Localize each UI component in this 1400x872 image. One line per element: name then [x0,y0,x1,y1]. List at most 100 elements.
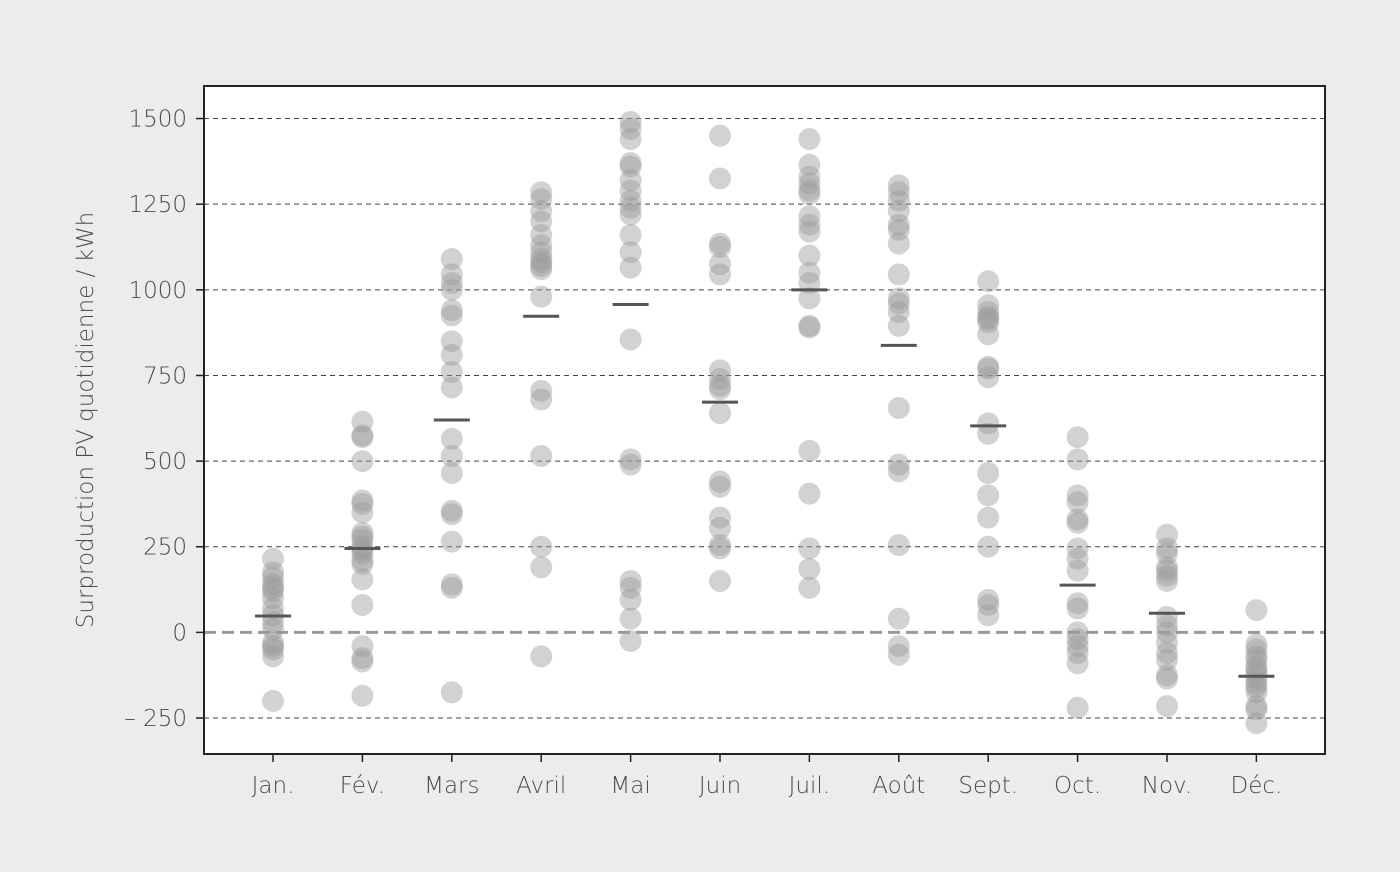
data-point [619,203,642,226]
data-point [1066,641,1089,664]
data-point [887,263,910,286]
data-point [619,328,642,351]
plot-area [204,86,1325,754]
data-points [262,110,1268,735]
data-point [351,489,374,512]
data-point [709,253,731,276]
data-point [440,271,463,294]
data-point [351,528,374,551]
data-point [351,552,374,575]
data-point [1066,559,1089,582]
data-point [619,169,642,192]
data-point [619,607,642,630]
data-point [1066,635,1089,658]
data-point [351,525,374,548]
data-point [887,607,910,630]
data-point [709,470,731,493]
y-tick-label: 1500 [128,107,187,133]
x-tick-label: Déc. [1230,773,1282,799]
data-point [1066,484,1089,507]
data-point [262,689,284,712]
data-point [798,213,821,236]
data-point [977,588,1000,611]
data-point [887,397,910,420]
data-point [1066,448,1089,471]
data-point [887,213,910,236]
data-point [798,482,821,505]
data-point [1156,667,1178,690]
data-point [619,117,642,140]
data-point [351,450,374,473]
data-point [709,374,731,397]
x-tick-label: Juin [699,773,741,799]
data-point [977,366,1000,389]
data-point [530,535,553,558]
data-point [977,306,1000,329]
y-tick-label: – 250 [124,706,187,732]
data-point [530,234,553,257]
data-point [1245,712,1268,735]
data-point [530,285,553,308]
data-point [798,261,821,284]
data-point [977,604,1000,627]
data-point [619,256,642,279]
data-point [351,650,374,673]
data-point [351,522,374,545]
data-point [619,453,642,476]
data-point [887,174,910,197]
data-point [1066,592,1089,615]
data-point [530,379,553,402]
data-point [440,573,463,596]
data-point [1245,655,1268,678]
data-point [262,580,284,603]
data-point [977,311,1000,334]
data-point [619,241,642,264]
data-point [351,501,374,524]
x-tick-label: Juil. [789,773,830,799]
data-point [619,570,642,593]
x-tick-label: Mai [610,773,650,799]
data-point [262,638,284,661]
data-point [1066,426,1089,449]
data-point [887,301,910,324]
data-point [977,357,1000,380]
data-point [440,304,463,327]
data-point [1156,605,1178,628]
data-point [619,448,642,471]
data-point [709,232,731,255]
data-point [440,681,463,704]
y-tick-label: 500 [143,449,187,475]
data-point [440,343,463,366]
data-point [619,155,642,178]
data-point [709,359,731,382]
data-point [530,444,553,467]
data-point [1156,559,1178,582]
data-point [351,539,374,562]
data-point [1066,508,1089,531]
data-point [1156,621,1178,644]
data-point [530,210,553,233]
data-point [887,232,910,255]
data-point [1245,672,1268,695]
data-point [262,576,284,599]
data-point [1156,695,1178,718]
data-point [440,427,463,450]
data-point [798,165,821,188]
data-point [709,124,731,147]
data-point [977,355,1000,378]
data-point [1245,662,1268,685]
data-point [530,247,553,270]
data-point [798,314,821,337]
data-point [440,503,463,526]
data-point [619,189,642,212]
data-point [798,128,821,151]
data-point [262,561,284,584]
y-tick-label: 1250 [128,192,187,218]
data-point [798,205,821,228]
data-point [709,402,731,425]
data-point [1066,628,1089,651]
data-point [440,376,463,399]
data-point [798,439,821,462]
data-point [977,506,1000,529]
